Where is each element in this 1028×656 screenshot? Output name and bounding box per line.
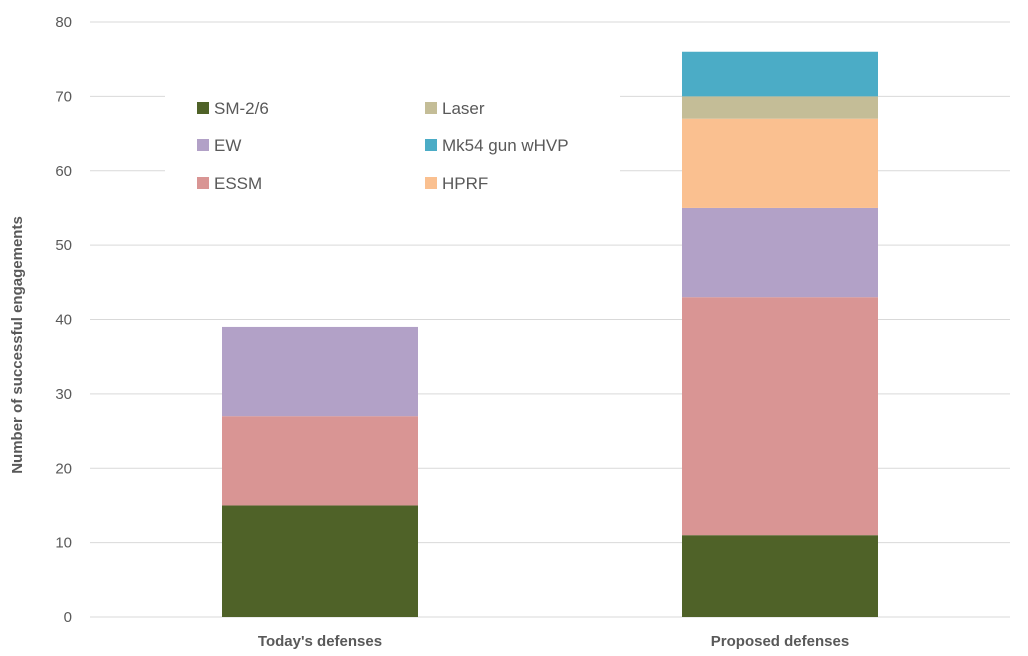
- y-tick-label: 40: [55, 312, 72, 329]
- legend-background: [165, 80, 620, 205]
- y-axis-label: Number of successful engagements: [9, 216, 26, 474]
- legend-entry: Laser: [442, 99, 485, 118]
- y-tick-label: 0: [64, 609, 72, 626]
- x-category-label: Proposed defenses: [711, 633, 849, 650]
- legend-entry: HPRF: [442, 174, 488, 193]
- y-tick-label: 60: [55, 163, 72, 180]
- legend-swatch: [425, 177, 437, 189]
- bar-segment-essm: [682, 297, 878, 536]
- y-tick-label: 70: [55, 88, 72, 105]
- legend-swatch: [197, 139, 209, 151]
- bars: [222, 51, 878, 617]
- legend-swatch: [197, 177, 209, 189]
- legend: SM-2/6 Laser EW Mk54 gun wHVP ESSM HPRF: [165, 80, 620, 205]
- legend-entry: EW: [214, 136, 241, 155]
- y-tick-label: 80: [55, 14, 72, 31]
- bar-segment-ew: [222, 326, 418, 417]
- legend-swatch: [425, 102, 437, 114]
- x-category-label: Today's defenses: [258, 633, 382, 650]
- y-tick-label: 30: [55, 386, 72, 403]
- y-tick-label: 20: [55, 460, 72, 477]
- legend-entry: ESSM: [214, 174, 262, 193]
- legend-swatch: [425, 139, 437, 151]
- x-axis-categories: Today's defenses Proposed defenses: [258, 633, 849, 650]
- bar-segment-essm: [222, 416, 418, 506]
- bar-segment-hprf: [682, 118, 878, 208]
- bar-segment-laser: [682, 96, 878, 119]
- bar-segment-sm-2-6: [682, 535, 878, 617]
- y-axis-ticks: 0 10 20 30 40 50 60 70 80: [55, 14, 72, 626]
- legend-swatch: [197, 102, 209, 114]
- y-tick-label: 10: [55, 535, 72, 552]
- legend-entry: Mk54 gun wHVP: [442, 136, 569, 155]
- bar-segment-ew: [682, 207, 878, 298]
- legend-entry: SM-2/6: [214, 99, 269, 118]
- bar-segment-mk54-gun-whvp: [682, 51, 878, 97]
- bar-segment-sm-2-6: [222, 505, 418, 617]
- y-tick-label: 50: [55, 237, 72, 254]
